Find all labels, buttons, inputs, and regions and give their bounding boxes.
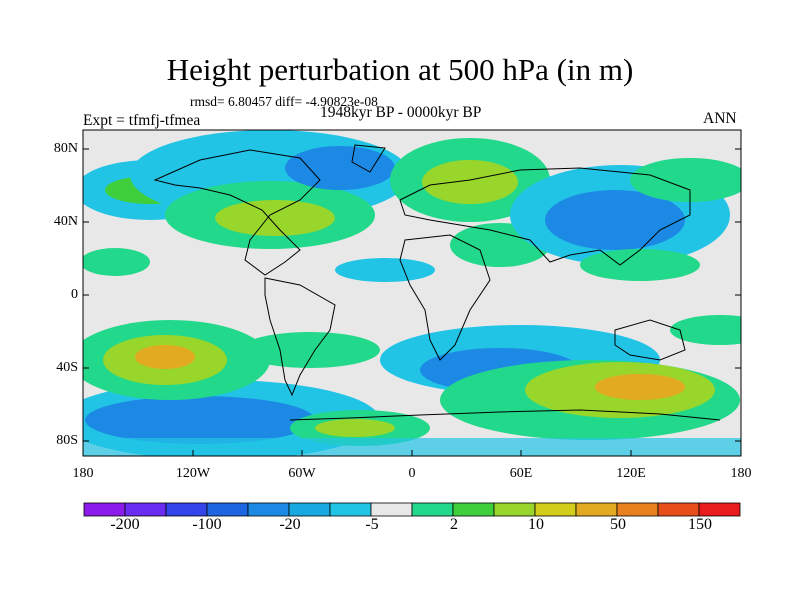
contour-region: [422, 160, 518, 204]
lat-ticks: [83, 148, 741, 442]
contour-region: [595, 374, 685, 400]
colorbar-label: -100: [192, 516, 222, 533]
stats-text: rmsd= 6.80457 diff= -4.90823e-08: [190, 94, 378, 109]
contour-region: [285, 146, 395, 190]
north-america-coast: [153, 149, 321, 276]
eurasia-coast: [399, 167, 691, 266]
colorbar-swatch: [493, 502, 536, 517]
lat-tick-label: 40S: [56, 360, 78, 375]
colorbar-swatch: [165, 502, 208, 517]
colorbar-label: 150: [688, 516, 712, 533]
colorbar-label: 10: [528, 516, 544, 533]
lon-tick-label: 120W: [175, 466, 211, 481]
colorbar-swatch: [370, 502, 413, 517]
lat-tick-label: 40N: [53, 214, 78, 229]
contour-region: [630, 158, 741, 202]
contour-region: [83, 248, 150, 276]
africa-coast: [399, 234, 491, 361]
contour-region: [215, 200, 335, 236]
colorbar-swatch: [206, 502, 249, 517]
lon-tick-label: 0: [408, 466, 416, 481]
colorbar-label: -5: [365, 516, 379, 533]
colorbar-swatch: [452, 502, 495, 517]
colorbar-swatch: [124, 502, 167, 517]
lon-tick-label: 60W: [288, 466, 316, 481]
contour-region: [85, 396, 315, 444]
antarctica-coast: [289, 409, 721, 421]
colorbar-swatch: [698, 502, 741, 517]
contour-region: [315, 419, 395, 437]
contour-region: [545, 190, 685, 250]
contour-region: [240, 332, 380, 368]
south-america-coast: [264, 277, 336, 397]
colorbar-swatch: [534, 502, 577, 517]
australia-coast: [614, 319, 686, 361]
colorbar-label: -200: [110, 516, 140, 533]
contour-region: [335, 258, 435, 282]
lon-ticks: [82, 450, 742, 456]
season-label: ANN: [703, 110, 737, 127]
colorbar-swatch: [329, 502, 372, 517]
period-label: 1948kyr BP - 0000kyr BP: [320, 104, 482, 121]
colorbar-label: -20: [279, 516, 301, 533]
coastlines: [153, 144, 721, 421]
colorbar-swatch: [288, 502, 331, 517]
lon-tick-label: 120E: [616, 466, 646, 481]
colorbar-swatch: [411, 502, 454, 517]
lon-tick-label: 60E: [509, 466, 533, 481]
contour-region: [580, 249, 700, 281]
colorbar-swatch: [657, 502, 700, 517]
experiment-label: Expt = tfmfj-tfmea: [83, 112, 201, 129]
contour-region: [83, 438, 741, 456]
colorbar: [83, 502, 741, 517]
colorbar-swatch: [83, 502, 126, 517]
map-title: Height perturbation at 500 hPa (in m): [166, 52, 634, 87]
contour-region: [670, 315, 741, 345]
contour-region: [135, 345, 195, 369]
contour-field: [83, 130, 741, 456]
greenland-coast: [351, 144, 386, 173]
colorbar-swatch: [616, 502, 659, 517]
lat-tick-label: 80N: [53, 141, 78, 156]
colorbar-label: 50: [610, 516, 626, 533]
lat-tick-label: 0: [71, 287, 78, 302]
colorbar-swatch: [575, 502, 618, 517]
lon-tick-label: 180: [72, 466, 94, 481]
lon-tick-label: 180: [730, 466, 752, 481]
lat-tick-label: 80S: [56, 433, 78, 448]
colorbar-label: 2: [450, 516, 458, 533]
colorbar-swatch: [247, 502, 290, 517]
